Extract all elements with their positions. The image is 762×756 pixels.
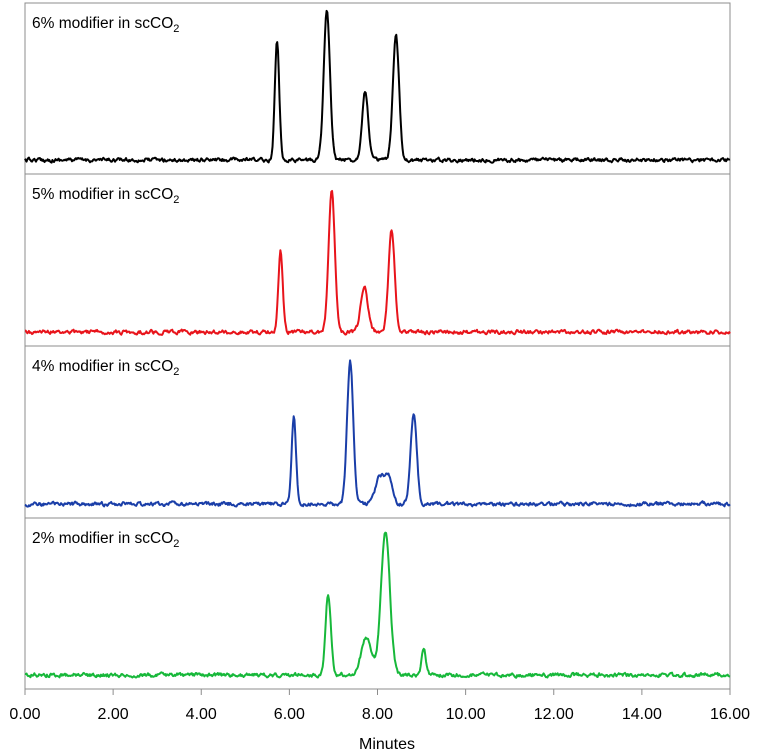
panel-label: 6% modifier in scCO2 [32,15,179,35]
series-line [24,359,731,508]
x-tick-label: 16.00 [710,706,750,723]
x-tick-label: 10.00 [446,706,486,723]
x-tick-label: 12.00 [534,706,574,723]
x-tick-label: 6.00 [274,706,305,723]
x-tick-label: 14.00 [622,706,662,723]
panel-2: 5% modifier in scCO2 [24,173,731,347]
panel-label: 5% modifier in scCO2 [32,186,179,206]
x-tick-label: 0.00 [9,706,40,723]
x-axis: 0.00 2.00 4.00 6.00 8.00 10.00 12.00 14.00 16.00 [9,689,750,723]
series-line [24,189,731,336]
panel-4: 2% modifier in scCO2 [24,517,731,690]
panel-3: 4% modifier in scCO2 [24,345,731,519]
panel-label: 2% modifier in scCO2 [32,530,179,550]
x-tick-label: 2.00 [98,706,129,723]
panel-1: 6% modifier in scCO2 [24,2,731,175]
series-line [24,9,731,164]
panel-label: 4% modifier in scCO2 [32,358,179,378]
chart-panels: 6% modifier in scCO2 5% modifier in scCO2… [24,2,731,690]
x-tick-label: 4.00 [186,706,217,723]
series-line [24,531,731,679]
x-tick-label: 8.00 [362,706,393,723]
x-axis-title: Minutes [359,736,415,753]
